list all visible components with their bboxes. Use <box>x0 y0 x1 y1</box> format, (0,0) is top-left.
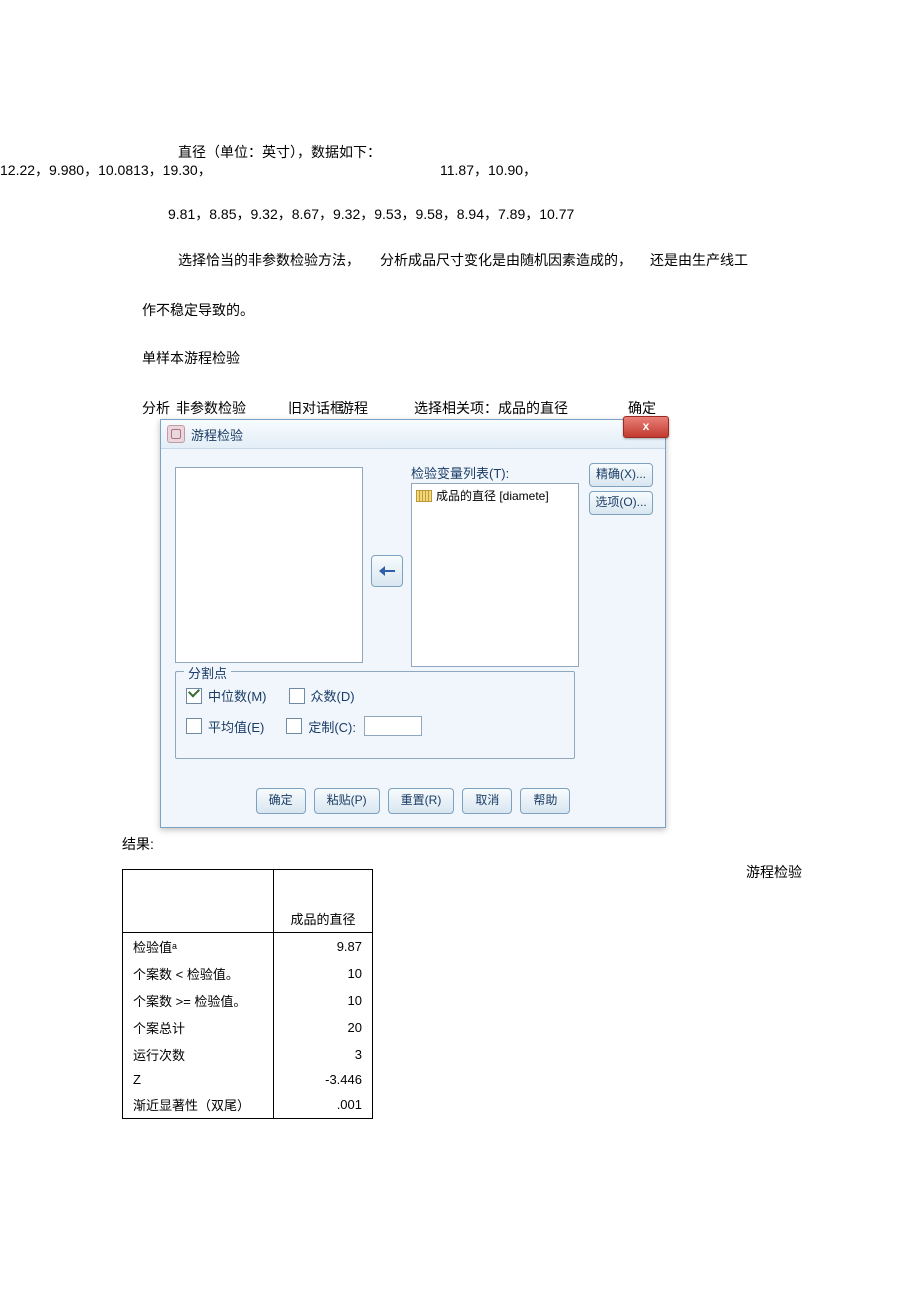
runs-test-dialog: 游程检验 x 检验变量列表(T): 成品的直径 [diamete] 精确(X).… <box>160 419 666 828</box>
dialog-titlebar: 游程检验 <box>161 420 665 449</box>
paste-button[interactable]: 粘贴(P) <box>314 788 380 814</box>
row-label: 个案数 >= 检验值。 <box>123 987 274 1014</box>
source-var-list[interactable] <box>175 467 363 663</box>
dialog-body: 检验变量列表(T): 成品的直径 [diamete] 精确(X)... 选项(O… <box>161 449 665 828</box>
row-value: 9.87 <box>274 933 373 961</box>
question-p4: 作不稳定导致的。 <box>142 300 254 320</box>
row-label: 个案总计 <box>123 1014 274 1041</box>
custom-input[interactable] <box>364 716 422 736</box>
move-variable-button[interactable] <box>371 555 403 587</box>
row-label: 运行次数 <box>123 1041 274 1068</box>
median-checkbox[interactable] <box>186 688 202 704</box>
method-name: 单样本游程检验 <box>142 348 240 368</box>
cutpoint-title: 分割点 <box>184 663 231 682</box>
row-value: 20 <box>274 1014 373 1041</box>
nav-4: 游程 <box>340 398 368 418</box>
mode-label: 众数(D) <box>311 686 355 705</box>
list-item-label: 成品的直径 [diamete] <box>436 487 549 504</box>
row-value: 3 <box>274 1041 373 1068</box>
dialog-button-row: 确定 粘贴(P) 重置(R) 取消 帮助 <box>161 788 665 814</box>
data-row1-right: 11.87，10.90， <box>440 160 537 180</box>
options-button[interactable]: 选项(O)... <box>589 491 653 515</box>
question-p1: 选择恰当的非参数检验方法， <box>178 250 360 270</box>
nav-6: 确定 <box>628 398 656 418</box>
nav-1: 分析 <box>142 398 170 418</box>
cutpoint-group: 分割点 中位数(M) 众数(D) 平均值(E) 定制(C): <box>175 671 575 759</box>
dialog-icon <box>167 425 185 443</box>
mean-label: 平均值(E) <box>208 717 264 736</box>
reset-button[interactable]: 重置(R) <box>388 788 455 814</box>
question-p3: 还是由生产线工 <box>650 250 748 270</box>
data-row2: 9.81，8.85，9.32，8.67，9.32，9.53，9.58，8.94，… <box>168 204 574 224</box>
ok-button[interactable]: 确定 <box>256 788 306 814</box>
test-var-list[interactable]: 成品的直径 [diamete] <box>411 483 579 667</box>
row-value: 10 <box>274 987 373 1014</box>
cancel-button[interactable]: 取消 <box>462 788 512 814</box>
dialog-title: 游程检验 <box>191 425 243 444</box>
arrow-left-icon <box>379 565 395 577</box>
row-label: 检验值ᵃ <box>123 933 274 961</box>
mode-checkbox[interactable] <box>289 688 305 704</box>
row-value: .001 <box>274 1091 373 1119</box>
nav-5: 选择相关项：成品的直径 <box>414 398 568 418</box>
row-value: -3.446 <box>274 1068 373 1091</box>
custom-label: 定制(C): <box>308 717 356 736</box>
row-value: 10 <box>274 960 373 987</box>
row-label: 渐近显著性（双尾） <box>123 1091 274 1119</box>
scale-icon <box>416 490 432 502</box>
exact-button[interactable]: 精确(X)... <box>589 463 653 487</box>
question-p2: 分析成品尺寸变化是由随机因素造成的， <box>380 250 632 270</box>
nav-3: 旧对话框 <box>288 398 344 418</box>
mean-checkbox[interactable] <box>186 718 202 734</box>
row-label: 个案数 < 检验值。 <box>123 960 274 987</box>
result-title-right: 游程检验 <box>746 862 802 882</box>
result-label: 结果: <box>122 834 154 854</box>
col-header: 成品的直径 <box>274 870 373 933</box>
nav-2: 非参数检验 <box>176 398 246 418</box>
list-item[interactable]: 成品的直径 [diamete] <box>414 486 576 505</box>
result-table: 成品的直径 检验值ᵃ 9.87 个案数 < 检验值。 10 个案数 >= 检验值… <box>122 869 373 1119</box>
test-var-label: 检验变量列表(T): <box>411 463 509 482</box>
close-button[interactable]: x <box>623 416 669 438</box>
intro-line1: 直径（单位：英寸），数据如下： <box>178 142 381 162</box>
data-row1-left: 12.22，9.980，10.0813，19.30， <box>0 160 212 180</box>
custom-checkbox[interactable] <box>286 718 302 734</box>
help-button[interactable]: 帮助 <box>520 788 570 814</box>
row-label: Z <box>123 1068 274 1091</box>
median-label: 中位数(M) <box>208 686 267 705</box>
